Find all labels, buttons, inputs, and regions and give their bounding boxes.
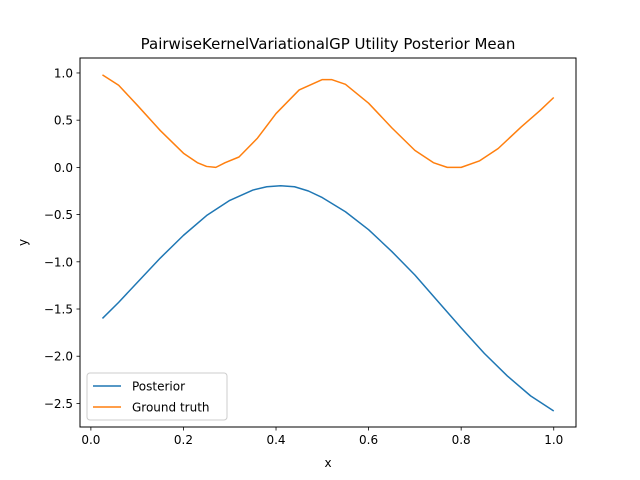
plot-area	[101, 74, 555, 412]
x-tick-label: 1.0	[544, 433, 563, 447]
y-tick-label: −1.5	[44, 303, 73, 317]
legend-box	[86, 372, 228, 421]
y-axis-ticks: −2.5 −2.0 −1.5 −1.0 −0.5 0.0 0.5 1.0	[44, 66, 80, 411]
x-axis-ticks: 0.0 0.2 0.4 0.6 0.8 1.0	[81, 427, 563, 447]
y-tick-label: 0.0	[54, 161, 73, 175]
y-tick-label: −2.0	[44, 350, 73, 364]
series-line-1	[102, 74, 555, 169]
y-tick-label: 0.5	[54, 114, 73, 128]
legend-label: Posterior	[132, 380, 185, 394]
x-tick-label: 0.2	[174, 433, 193, 447]
series-line-0	[101, 185, 555, 412]
y-axis-label: y	[16, 239, 30, 246]
legend-label: Ground truth	[132, 401, 210, 415]
x-axis-label: x	[324, 456, 331, 470]
x-tick-label: 0.0	[81, 433, 100, 447]
legend: Posterior Ground truth	[86, 372, 228, 421]
y-tick-label: −1.0	[44, 255, 73, 269]
x-tick-label: 0.4	[266, 433, 285, 447]
x-tick-label: 0.6	[359, 433, 378, 447]
y-tick-label: −2.5	[44, 397, 73, 411]
y-tick-label: −0.5	[44, 208, 73, 222]
x-tick-label: 0.8	[452, 433, 471, 447]
y-tick-label: 1.0	[54, 66, 73, 80]
axes-frame	[79, 57, 577, 428]
chart-title: PairwiseKernelVariationalGP Utility Post…	[141, 35, 516, 53]
